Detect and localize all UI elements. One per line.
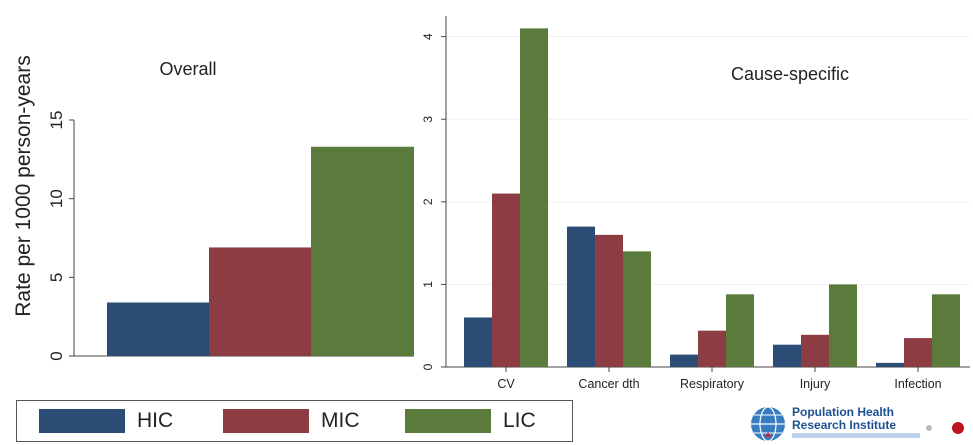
- logo-tagline-bar: [792, 433, 920, 438]
- cause-y-tick-label: 2: [421, 198, 435, 205]
- logo-line1: Population Health: [792, 405, 894, 419]
- logo-line2: Research Institute: [792, 418, 897, 432]
- overall-bar-lic: [311, 146, 414, 356]
- bar-injury-hic: [773, 344, 801, 367]
- overall-bar-mic: [209, 247, 311, 356]
- legend: HIC MIC LIC: [16, 400, 573, 442]
- institute-logo: Population Health Research Institute: [748, 404, 970, 444]
- bar-infection-mic: [904, 338, 932, 367]
- overall-y-tick-label: 15: [47, 111, 66, 130]
- overall-panel: 0 5 10 15 Overall Rate per 1000 person-years: [12, 55, 414, 361]
- globe-icon: [751, 406, 785, 442]
- logo-dot-grey: [926, 425, 932, 431]
- cause-x-tick-label: Respiratory: [680, 377, 745, 391]
- cause-x-tick-label: Injury: [800, 377, 831, 391]
- bar-infection-lic: [932, 294, 960, 367]
- legend-swatch-hic: [39, 409, 125, 433]
- cause-x-tick-label: Infection: [894, 377, 941, 391]
- bar-cancer-dth-mic: [595, 234, 623, 367]
- logo-dot-red: [952, 422, 964, 434]
- cause-y-tick-label: 3: [421, 116, 435, 123]
- cause-y-tick-label: 0: [421, 363, 435, 370]
- bar-cv-lic: [520, 28, 548, 367]
- overall-y-tick-label: 5: [47, 273, 66, 282]
- bar-respiratory-lic: [726, 294, 754, 367]
- legend-label-lic: LIC: [503, 409, 536, 432]
- bar-injury-mic: [801, 334, 829, 367]
- bar-cancer-dth-hic: [567, 226, 595, 367]
- overall-y-tick-label: 10: [47, 189, 66, 208]
- legend-swatch-mic: [223, 409, 309, 433]
- cause-y-tick-label: 1: [421, 281, 435, 288]
- bar-cv-mic: [492, 193, 520, 367]
- overall-y-tick-label: 0: [47, 351, 66, 360]
- bar-cv-hic: [464, 317, 492, 367]
- overall-title: Overall: [159, 59, 216, 79]
- bar-cancer-dth-lic: [623, 251, 651, 367]
- bar-injury-lic: [829, 284, 857, 367]
- y-axis-label: Rate per 1000 person-years: [12, 55, 35, 317]
- bar-respiratory-hic: [670, 354, 698, 367]
- overall-bar-hic: [107, 302, 209, 356]
- cause-x-tick-label: Cancer dth: [578, 377, 639, 391]
- cause-specific-title: Cause-specific: [731, 64, 849, 84]
- legend-label-hic: HIC: [137, 409, 174, 432]
- cause-y-tick-label: 4: [421, 33, 435, 40]
- legend-swatch-lic: [405, 409, 491, 433]
- cause-specific-panel: 0 1 2 3 4 CV Cancer dth Respiratory Injury Infect…: [421, 16, 970, 391]
- legend-label-mic: MIC: [321, 409, 360, 432]
- cause-x-tick-label: CV: [497, 377, 515, 391]
- bar-infection-hic: [876, 362, 904, 367]
- bar-respiratory-mic: [698, 330, 726, 367]
